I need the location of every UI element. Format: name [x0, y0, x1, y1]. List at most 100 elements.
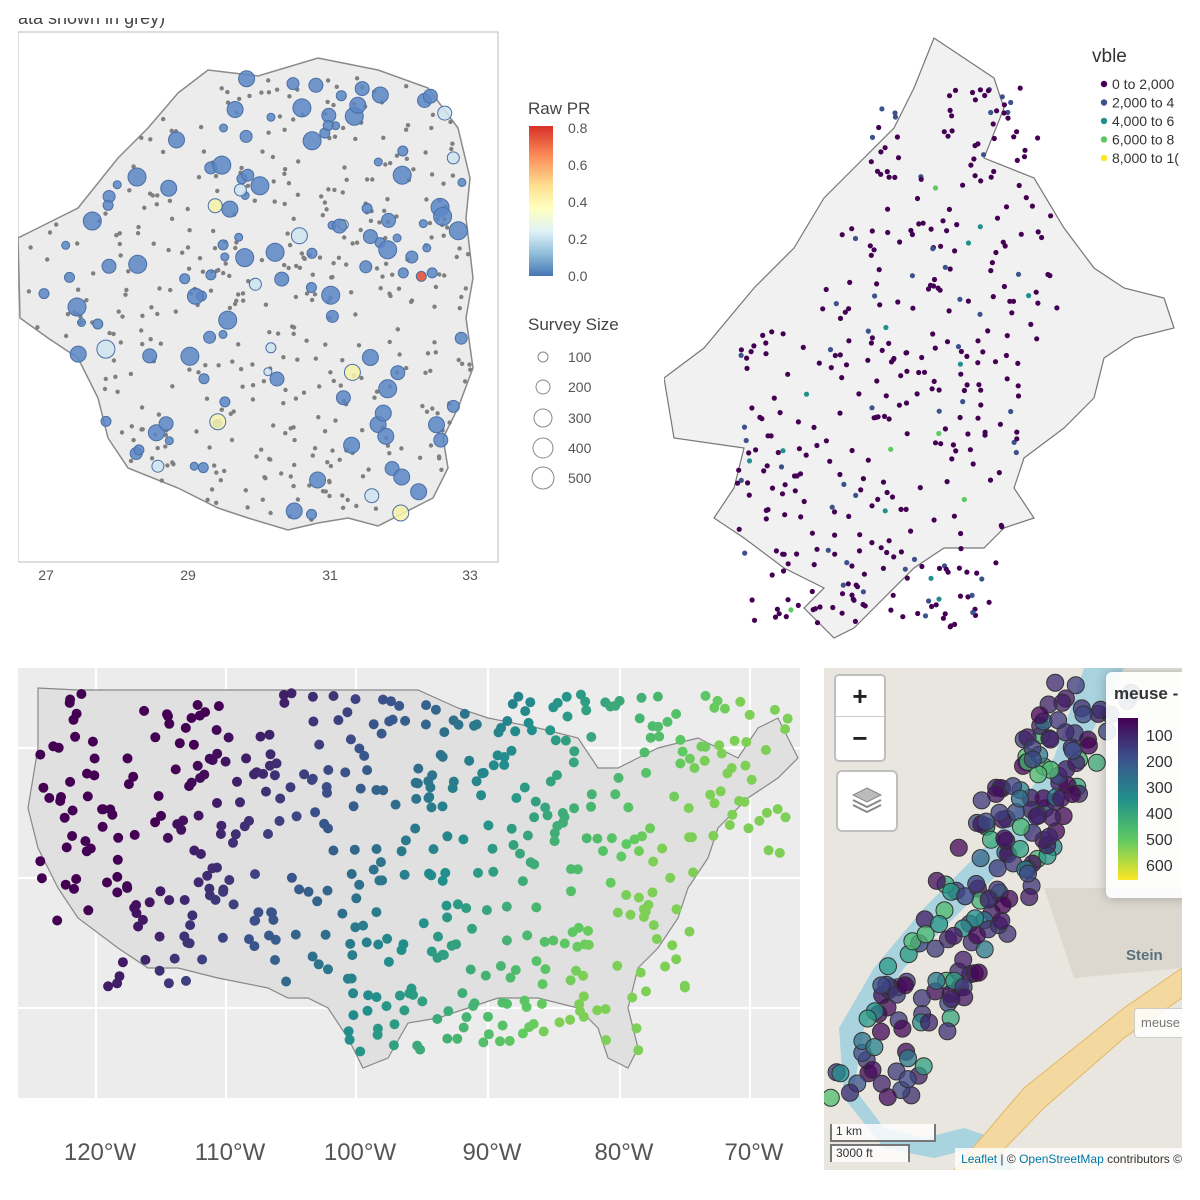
data-point	[359, 750, 370, 761]
data-point	[785, 371, 791, 377]
data-point	[865, 457, 871, 463]
data-point	[930, 246, 936, 252]
data-point	[953, 448, 959, 454]
zoom-out-button[interactable]: −	[836, 718, 884, 758]
data-point	[1087, 753, 1106, 772]
data-point	[892, 110, 898, 116]
survey-point	[335, 390, 351, 406]
no-data-point	[266, 130, 271, 135]
no-data-point	[332, 134, 338, 139]
data-point	[882, 145, 888, 151]
survey-point	[332, 218, 347, 234]
data-point	[839, 591, 846, 597]
data-point	[745, 480, 751, 486]
data-point	[480, 970, 491, 981]
data-point	[469, 998, 480, 1009]
layer-label[interactable]: meuse	[1134, 1008, 1182, 1038]
no-data-point	[126, 269, 131, 274]
data-point	[154, 965, 165, 976]
data-point	[549, 836, 560, 847]
data-point	[714, 740, 725, 751]
no-data-point	[128, 458, 134, 464]
data-point	[891, 355, 897, 362]
color-legend-tick: 0.8	[568, 120, 588, 136]
data-point	[249, 915, 260, 926]
data-point	[988, 109, 994, 116]
survey-point	[448, 221, 468, 241]
no-data-point	[119, 430, 125, 435]
data-point	[995, 829, 1014, 848]
data-point	[926, 598, 932, 604]
data-point	[985, 88, 991, 94]
data-point	[837, 352, 843, 358]
data-point	[181, 975, 191, 986]
no-data-point	[54, 222, 59, 227]
data-point	[354, 743, 365, 754]
data-point	[1030, 706, 1049, 725]
zoom-in-button[interactable]: +	[836, 676, 884, 717]
data-point	[837, 410, 843, 416]
no-data-point	[299, 251, 305, 256]
no-data-point	[204, 396, 210, 401]
no-data-point	[323, 489, 328, 494]
data-point	[1020, 888, 1039, 906]
data-point	[872, 976, 891, 995]
data-point	[1001, 283, 1007, 290]
data-point	[892, 114, 898, 120]
data-point	[780, 331, 786, 337]
data-point	[310, 807, 321, 818]
data-point	[197, 954, 208, 965]
data-point	[605, 877, 616, 888]
data-point	[1014, 429, 1020, 435]
data-point	[333, 715, 344, 726]
data-point	[869, 228, 875, 234]
no-data-point	[337, 457, 342, 462]
data-point	[968, 926, 986, 945]
no-data-point	[168, 287, 173, 293]
no-data-point	[317, 384, 322, 389]
no-data-point	[312, 292, 318, 297]
leaflet-map-panel[interactable]: Stein + − meuse - 100 200 300 400 500 60…	[824, 668, 1182, 1170]
layers-control-button[interactable]	[836, 770, 898, 832]
survey-point	[64, 271, 75, 283]
data-point	[371, 844, 382, 854]
data-point	[886, 340, 892, 346]
legend-symbol	[1100, 154, 1108, 162]
data-point	[343, 1026, 354, 1037]
data-point	[775, 449, 781, 456]
data-point	[412, 778, 423, 789]
data-point	[459, 708, 470, 719]
no-data-point	[304, 338, 309, 343]
survey-point	[234, 232, 244, 242]
data-point	[898, 506, 904, 512]
leaflet-link[interactable]: Leaflet	[961, 1152, 998, 1166]
color-legend: Raw PR 0.8 0.6 0.4 0.2 0.0	[528, 99, 590, 284]
data-point	[1008, 408, 1014, 415]
no-data-point	[388, 160, 393, 166]
data-point	[314, 739, 325, 750]
legend-tick: 200	[1146, 754, 1173, 771]
osm-link[interactable]: OpenStreetMap	[1019, 1152, 1104, 1166]
data-point	[803, 391, 810, 397]
data-point	[916, 369, 922, 376]
data-point	[1026, 293, 1032, 299]
data-point	[888, 607, 894, 613]
data-point	[328, 691, 339, 701]
data-point	[919, 354, 925, 361]
survey-point	[343, 363, 361, 381]
no-data-point	[395, 327, 400, 332]
survey-point	[128, 254, 148, 274]
data-point	[914, 1057, 933, 1076]
data-point	[814, 620, 821, 626]
data-point	[1041, 730, 1060, 749]
data-point	[763, 340, 769, 346]
data-point	[195, 849, 206, 859]
data-point	[172, 819, 183, 830]
data-point	[949, 838, 968, 857]
data-point	[645, 732, 656, 743]
no-data-point	[288, 474, 293, 479]
data-point	[291, 811, 302, 822]
data-point	[523, 717, 534, 728]
data-point	[1079, 736, 1098, 755]
data-point	[59, 812, 70, 823]
